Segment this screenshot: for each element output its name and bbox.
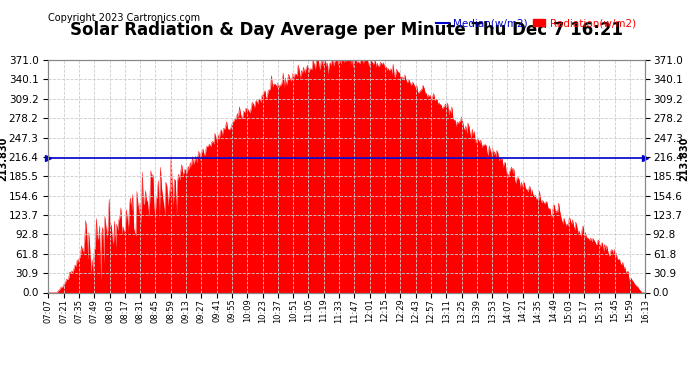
Title: Solar Radiation & Day Average per Minute Thu Dec 7 16:21: Solar Radiation & Day Average per Minute… bbox=[70, 21, 623, 39]
Text: 213.830: 213.830 bbox=[0, 136, 8, 181]
Text: Copyright 2023 Cartronics.com: Copyright 2023 Cartronics.com bbox=[48, 13, 200, 23]
Legend: Median(w/m2), Radiation(w/m2): Median(w/m2), Radiation(w/m2) bbox=[433, 14, 640, 32]
Text: 213.830: 213.830 bbox=[679, 136, 689, 181]
